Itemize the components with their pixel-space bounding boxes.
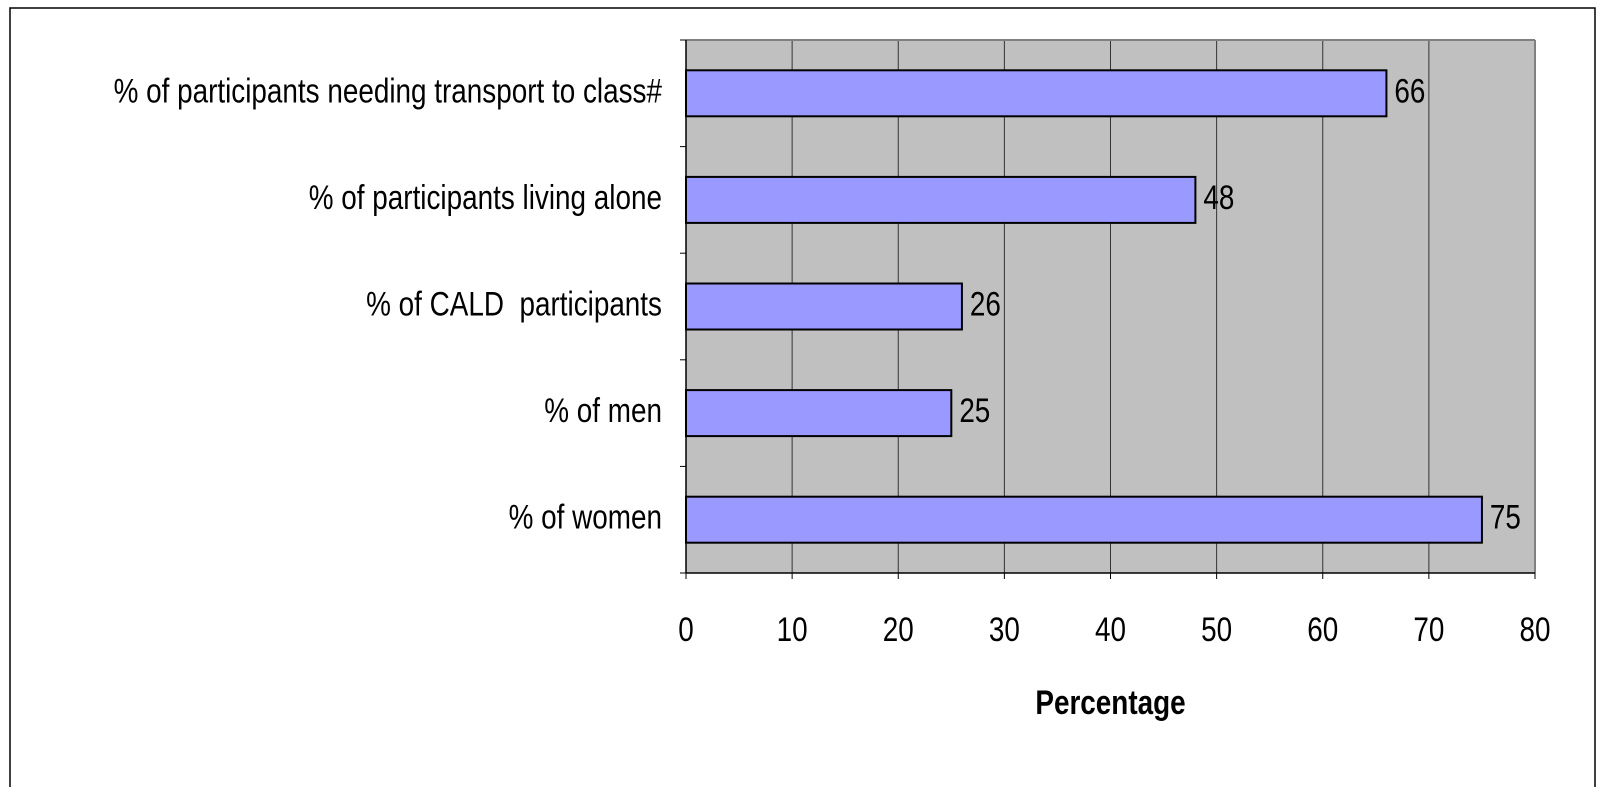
y-tick-label: % of participants needing transport to c…: [114, 72, 663, 110]
y-tick-label: % of women: [509, 498, 662, 536]
value-label: 48: [1203, 178, 1234, 216]
value-label: 26: [970, 285, 1001, 323]
x-tick-label: 20: [883, 610, 914, 648]
x-tick-label: 40: [1095, 610, 1126, 648]
x-axis-title: Percentage: [1035, 683, 1185, 721]
bar: [685, 69, 1388, 118]
bar: [685, 175, 1197, 224]
bar: [685, 282, 963, 331]
x-tick-label: 60: [1307, 610, 1338, 648]
x-tick-label: 70: [1413, 610, 1444, 648]
value-label: 75: [1490, 498, 1521, 536]
x-tick-label: 50: [1201, 610, 1232, 648]
x-tick-label: 0: [678, 610, 694, 648]
x-tick-label: 10: [777, 610, 808, 648]
y-tick-label: % of men: [544, 391, 662, 429]
x-tick-label: 80: [1519, 610, 1550, 648]
bar: [685, 495, 1483, 544]
value-label: 66: [1394, 72, 1425, 110]
y-tick-label: % of participants living alone: [309, 178, 662, 216]
x-tick-label: 30: [989, 610, 1020, 648]
bar: [685, 389, 953, 438]
value-label: 25: [959, 391, 990, 429]
y-tick-label: % of CALD participants: [366, 285, 662, 323]
